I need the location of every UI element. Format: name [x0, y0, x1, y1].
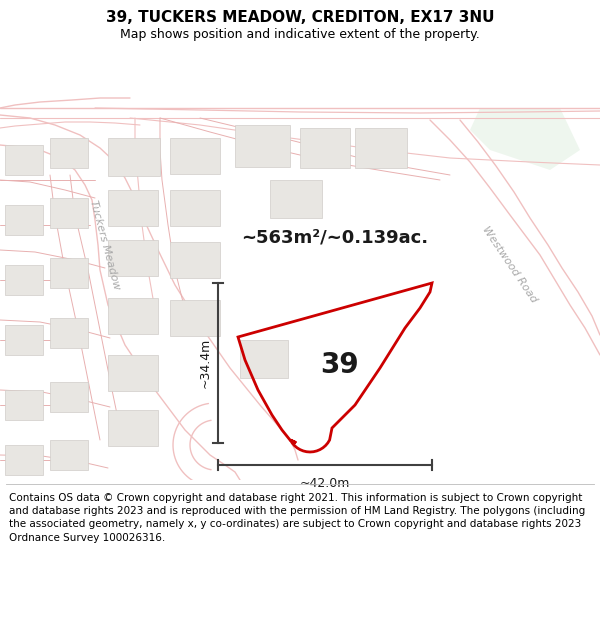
FancyBboxPatch shape [5, 325, 43, 355]
Text: Contains OS data © Crown copyright and database right 2021. This information is : Contains OS data © Crown copyright and d… [9, 493, 585, 542]
Text: Westwood Road: Westwood Road [481, 225, 539, 305]
Text: Tuckers Meadow: Tuckers Meadow [88, 199, 122, 291]
Text: 39: 39 [320, 351, 359, 379]
Text: ~34.4m: ~34.4m [199, 338, 212, 388]
FancyBboxPatch shape [5, 445, 43, 475]
FancyBboxPatch shape [5, 390, 43, 420]
FancyBboxPatch shape [300, 128, 350, 168]
Text: 39, TUCKERS MEADOW, CREDITON, EX17 3NU: 39, TUCKERS MEADOW, CREDITON, EX17 3NU [106, 10, 494, 25]
FancyBboxPatch shape [270, 180, 322, 218]
FancyBboxPatch shape [240, 340, 288, 378]
FancyBboxPatch shape [235, 125, 290, 167]
FancyBboxPatch shape [5, 205, 43, 235]
Text: Map shows position and indicative extent of the property.: Map shows position and indicative extent… [120, 28, 480, 41]
FancyBboxPatch shape [50, 382, 88, 412]
FancyBboxPatch shape [108, 355, 158, 391]
FancyBboxPatch shape [108, 190, 158, 226]
Polygon shape [470, 108, 580, 170]
FancyBboxPatch shape [50, 440, 88, 470]
FancyBboxPatch shape [50, 258, 88, 288]
FancyBboxPatch shape [50, 138, 88, 168]
FancyBboxPatch shape [50, 318, 88, 348]
FancyBboxPatch shape [5, 145, 43, 175]
FancyBboxPatch shape [108, 298, 158, 334]
FancyBboxPatch shape [108, 138, 160, 176]
FancyBboxPatch shape [170, 300, 220, 336]
FancyBboxPatch shape [108, 240, 158, 276]
FancyBboxPatch shape [170, 190, 220, 226]
FancyBboxPatch shape [355, 128, 407, 168]
FancyBboxPatch shape [170, 138, 220, 174]
Text: ~42.0m: ~42.0m [300, 477, 350, 490]
FancyBboxPatch shape [170, 242, 220, 278]
FancyBboxPatch shape [108, 410, 158, 446]
Text: ~563m²/~0.139ac.: ~563m²/~0.139ac. [241, 229, 428, 247]
FancyBboxPatch shape [50, 198, 88, 228]
FancyBboxPatch shape [5, 265, 43, 295]
